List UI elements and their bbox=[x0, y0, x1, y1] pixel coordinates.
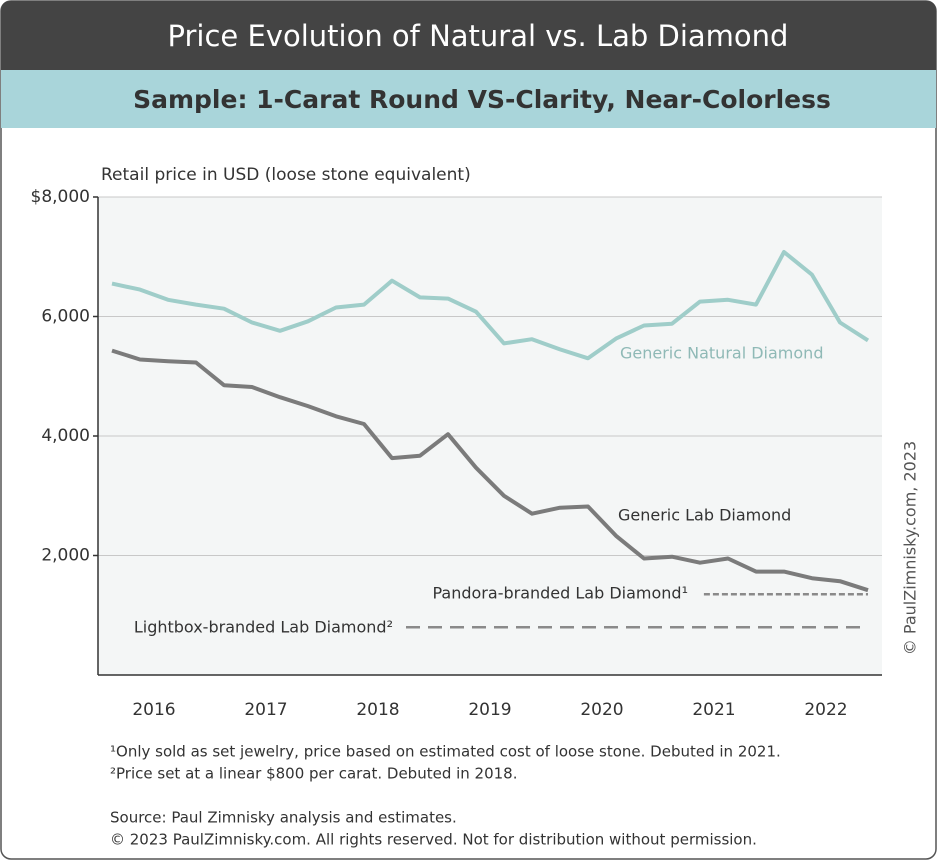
footnote: ²Price set at a linear $800 per carat. D… bbox=[110, 765, 518, 783]
chart-subtitle: Sample: 1-Carat Round VS-Clarity, Near-C… bbox=[133, 85, 831, 114]
x-tick-label: 2018 bbox=[356, 700, 399, 720]
y-tick-label: $8,000 bbox=[31, 187, 90, 207]
series-line bbox=[111, 250, 870, 361]
x-tick-label: 2020 bbox=[580, 700, 623, 720]
series-label: Generic Natural Diamond bbox=[620, 344, 823, 363]
series-line bbox=[111, 348, 869, 593]
source-note: Source: Paul Zimnisky analysis and estim… bbox=[110, 809, 457, 827]
series-label: Generic Lab Diamond bbox=[618, 506, 791, 525]
x-tick-label: 2016 bbox=[132, 700, 175, 720]
x-tick-label: 2021 bbox=[692, 700, 735, 720]
y-tick-label: 6,000 bbox=[41, 307, 90, 327]
source-note: © 2023 PaulZimnisky.com. All rights rese… bbox=[110, 831, 757, 849]
y-tick-label: 4,000 bbox=[41, 426, 90, 446]
footnote: ¹Only sold as set jewelry, price based o… bbox=[110, 743, 781, 761]
x-tick-label: 2017 bbox=[244, 700, 287, 720]
watermark: © PaulZimnisky.com, 2023 bbox=[901, 441, 920, 655]
series-label: Pandora-branded Lab Diamond¹ bbox=[432, 584, 688, 603]
series-label: Lightbox-branded Lab Diamond² bbox=[134, 618, 393, 637]
y-axis-label: Retail price in USD (loose stone equival… bbox=[101, 165, 471, 185]
y-tick-label: 2,000 bbox=[41, 546, 90, 566]
chart-title: Price Evolution of Natural vs. Lab Diamo… bbox=[168, 19, 789, 53]
header-bar bbox=[1, 1, 936, 70]
x-tick-label: 2019 bbox=[468, 700, 511, 720]
subtitle-bar bbox=[1, 70, 936, 128]
x-tick-label: 2022 bbox=[804, 700, 847, 720]
